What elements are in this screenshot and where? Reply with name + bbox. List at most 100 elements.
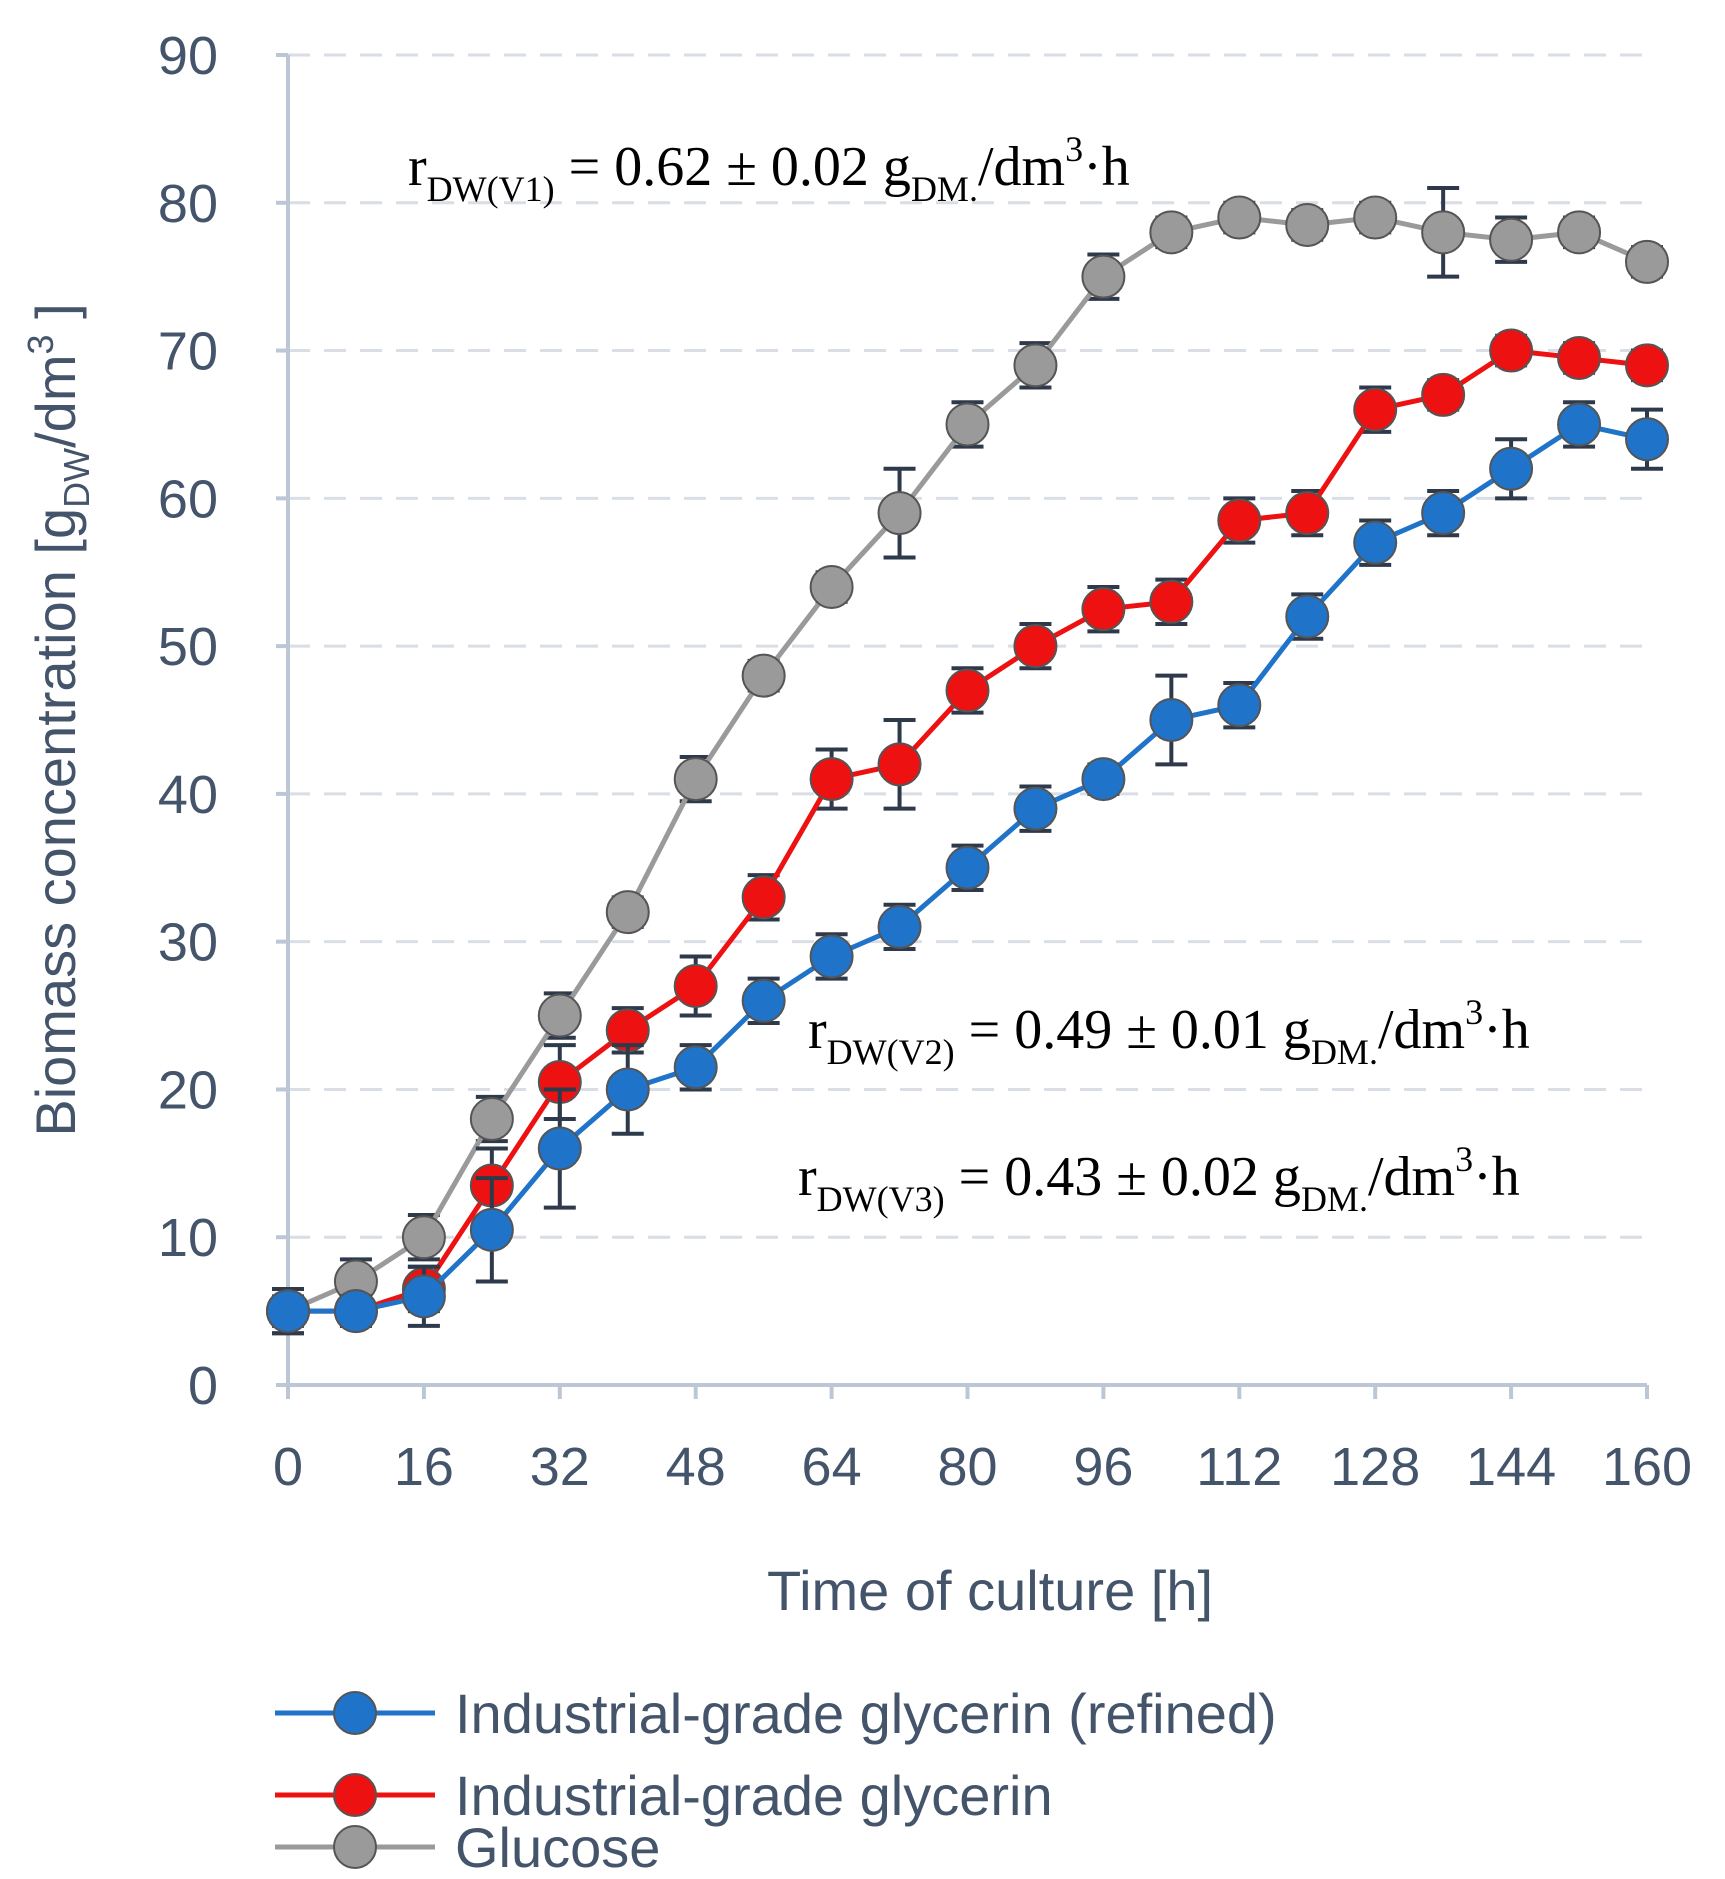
data-point — [1013, 624, 1058, 669]
grid-lines — [276, 53, 1649, 1399]
x-tick-label: 0 — [273, 1437, 303, 1497]
data-point — [1081, 757, 1126, 802]
data-point — [1285, 594, 1330, 639]
series-0 — [266, 400, 1669, 1336]
data-point — [401, 1215, 446, 1260]
legend: Industrial-grade glycerin (refined) Indus… — [275, 1682, 1277, 1879]
data-point — [1013, 343, 1058, 388]
legend-label: Industrial-grade glycerin — [455, 1764, 1053, 1827]
y-tick-label: 60 — [158, 469, 218, 529]
data-point — [1489, 446, 1534, 491]
x-tick-label: 32 — [530, 1437, 590, 1497]
y-tick-label: 30 — [158, 913, 218, 973]
x-tick-label: 128 — [1330, 1437, 1420, 1497]
series-2 — [266, 186, 1669, 1336]
data-point — [1625, 239, 1669, 284]
data-point — [1625, 343, 1669, 388]
data-point — [945, 402, 990, 447]
y-axis-title-sub: DW — [56, 448, 97, 508]
data-point — [1353, 195, 1398, 240]
data-point — [1421, 491, 1466, 536]
data-point — [537, 1126, 582, 1171]
x-tick-labels: 0 16 32 48 64 80 96 112 128 144 160 — [273, 1437, 1692, 1497]
data-point — [1285, 202, 1330, 247]
x-tick-label: 64 — [802, 1437, 862, 1497]
data-point — [1557, 402, 1602, 447]
x-tick-label: 160 — [1602, 1437, 1692, 1497]
legend-item: Industrial-grade glycerin — [275, 1764, 1053, 1827]
data-point — [1149, 579, 1194, 624]
annotation-v1: rDW(V1) = 0.62 ± 0.02 gDM./dm3·h — [408, 129, 1130, 209]
data-point — [945, 845, 990, 890]
legend-marker — [333, 1691, 377, 1735]
y-tick-label: 10 — [158, 1208, 218, 1268]
legend-marker — [333, 1773, 377, 1817]
legend-marker — [333, 1825, 377, 1869]
data-point — [877, 742, 922, 787]
x-axis-title: Time of culture [h] — [767, 1559, 1213, 1622]
data-point — [809, 934, 854, 979]
data-point — [1013, 786, 1058, 831]
data-point — [605, 1067, 650, 1112]
data-point — [333, 1289, 378, 1334]
axes — [286, 55, 1647, 1387]
data-point — [1285, 491, 1330, 536]
legend-item: Glucose — [275, 1816, 660, 1879]
annotation-v2: rDW(V2) = 0.49 ± 0.01 gDM./dm3·h — [808, 992, 1530, 1072]
data-point — [1081, 254, 1126, 299]
data-point — [1081, 587, 1126, 632]
y-tick-label: 50 — [158, 617, 218, 677]
data-point — [401, 1274, 446, 1319]
legend-label: Industrial-grade glycerin (refined) — [455, 1682, 1277, 1745]
series — [266, 186, 1669, 1336]
data-point — [673, 1045, 718, 1090]
data-point — [1217, 195, 1262, 240]
annotation-v3: rDW(V3) = 0.43 ± 0.02 gDM./dm3·h — [798, 1139, 1520, 1219]
y-tick-label: 40 — [158, 765, 218, 825]
data-point — [469, 1097, 514, 1141]
annotations: rDW(V1) = 0.62 ± 0.02 gDM./dm3·h rDW(V2)… — [408, 129, 1530, 1219]
x-tick-label: 48 — [666, 1437, 726, 1497]
legend-item: Industrial-grade glycerin (refined) — [275, 1682, 1277, 1745]
data-point — [1489, 217, 1534, 262]
y-axis-title-mid: /dm — [24, 355, 87, 448]
data-point — [877, 904, 922, 949]
data-point — [673, 757, 718, 802]
data-point — [1353, 520, 1398, 565]
data-point — [1557, 335, 1602, 380]
y-tick-label: 80 — [158, 174, 218, 234]
y-tick-label: 20 — [158, 1060, 218, 1120]
y-tick-labels: 0 10 20 30 40 50 60 70 80 90 — [158, 26, 218, 1416]
data-point — [741, 978, 786, 1023]
data-point — [809, 565, 854, 609]
y-axis-title-main: Biomass concentration [g — [24, 508, 87, 1137]
data-point — [741, 875, 786, 920]
data-point — [1353, 387, 1398, 432]
y-axis-title-end: ] — [24, 303, 87, 334]
data-point — [1217, 683, 1262, 728]
x-tick-label: 96 — [1073, 1437, 1133, 1497]
data-point — [537, 993, 582, 1038]
data-point — [809, 757, 854, 802]
data-point — [1625, 417, 1669, 462]
data-point — [266, 1289, 310, 1334]
y-tick-label: 70 — [158, 322, 218, 382]
data-point — [1489, 328, 1534, 373]
y-axis-title-sup: 3 — [20, 334, 61, 354]
data-point — [945, 668, 990, 713]
data-point — [877, 491, 922, 536]
data-point — [1421, 372, 1466, 417]
x-tick-label: 144 — [1466, 1437, 1556, 1497]
data-point — [1149, 210, 1194, 255]
data-point — [605, 890, 650, 935]
x-tick-label: 80 — [937, 1437, 997, 1497]
data-point — [1421, 210, 1466, 255]
y-tick-label: 90 — [158, 26, 218, 86]
legend-label: Glucose — [455, 1816, 660, 1879]
y-tick-label: 0 — [188, 1356, 218, 1416]
x-tick-label: 112 — [1196, 1437, 1282, 1497]
data-point — [1217, 498, 1262, 543]
data-point — [741, 653, 786, 698]
